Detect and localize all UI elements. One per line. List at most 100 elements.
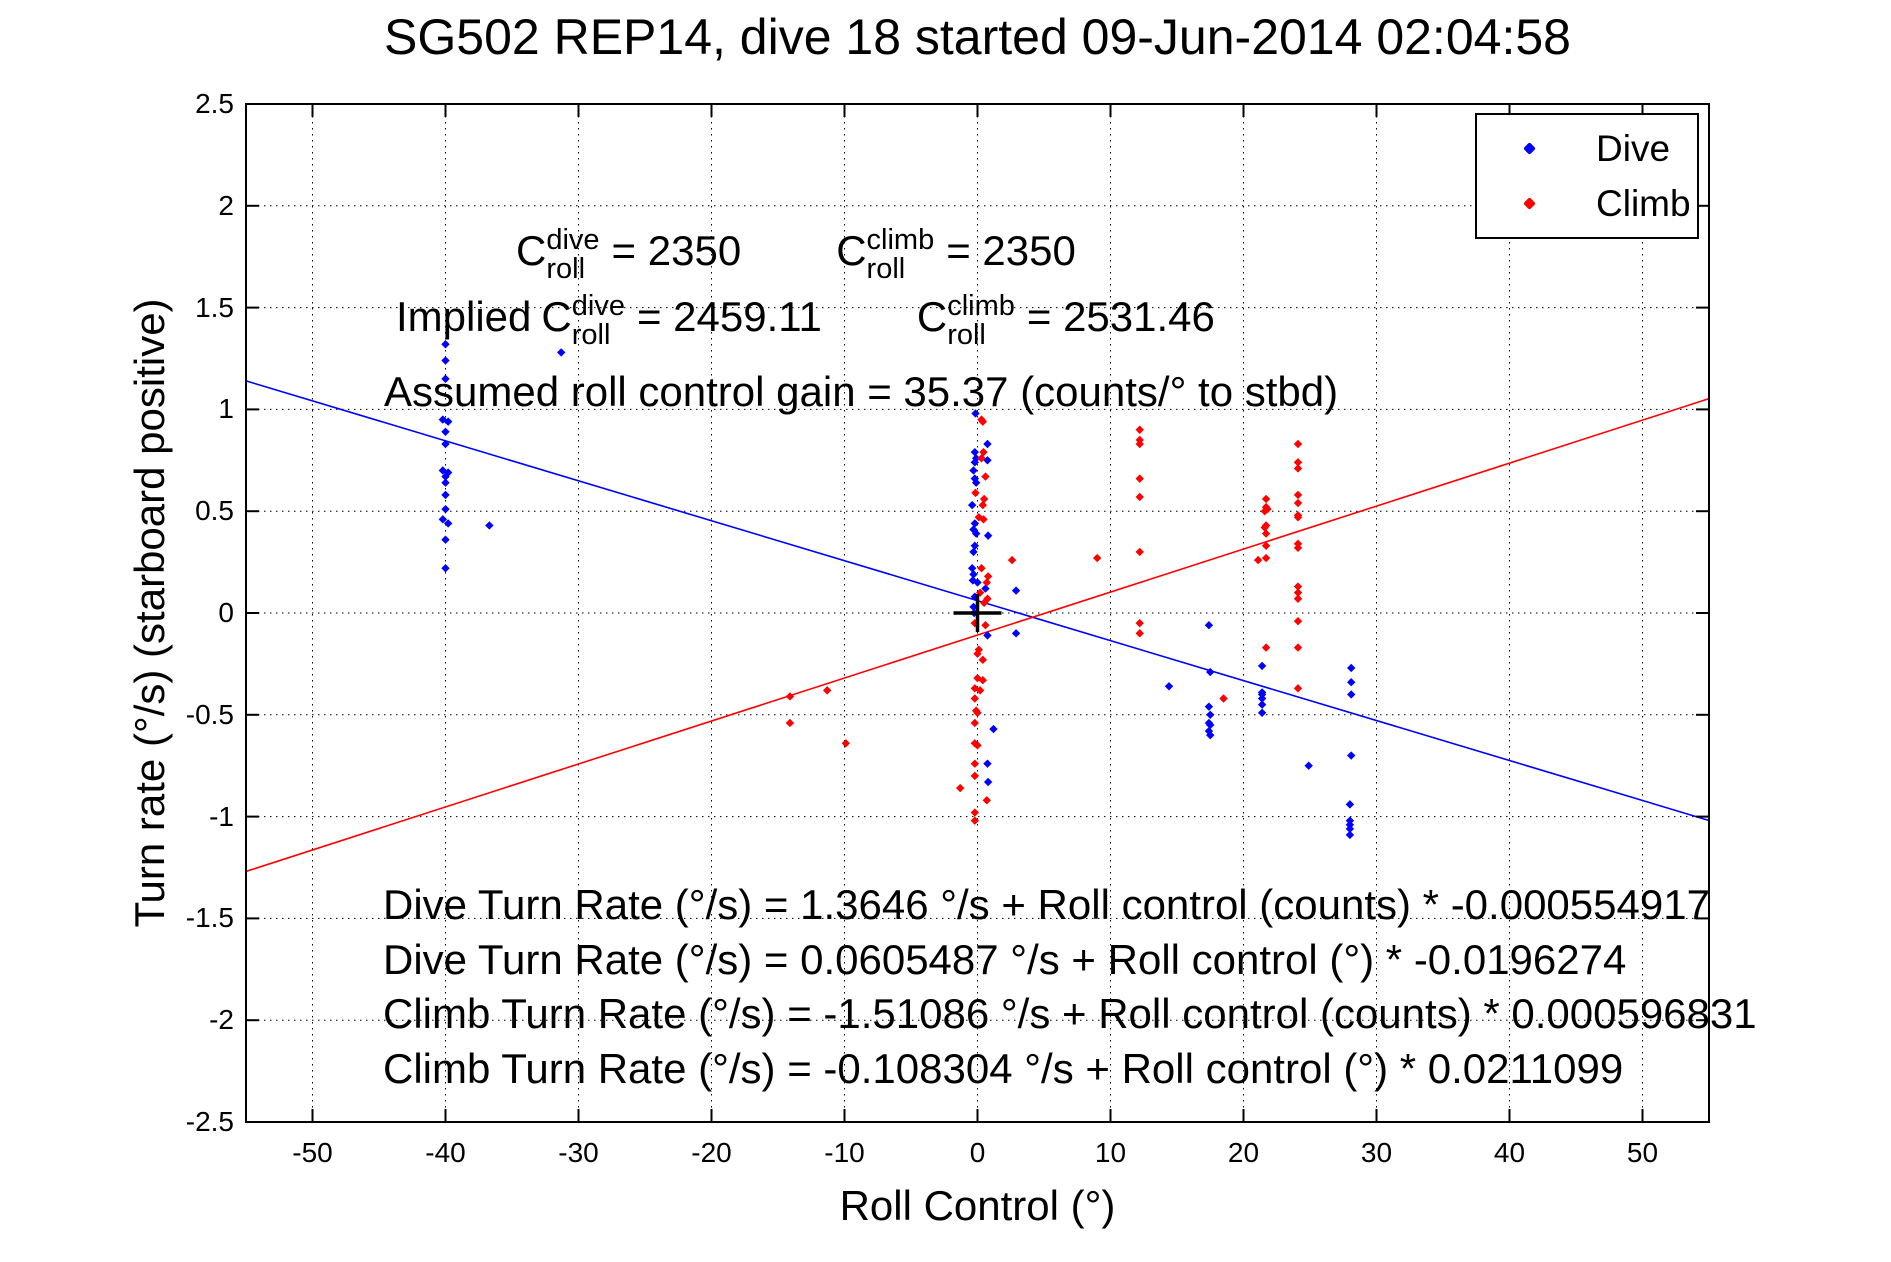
climb-data-point	[1135, 492, 1144, 502]
climb-data-point	[977, 454, 986, 463]
dive-data-point	[983, 777, 993, 787]
dive-data-point	[1164, 682, 1174, 691]
climb-data-point	[983, 572, 993, 581]
climb-data-point	[974, 645, 984, 654]
dive-data-point	[1011, 629, 1021, 638]
dive-data-point	[1257, 661, 1267, 671]
climb-data-point	[970, 718, 980, 728]
x-tick-label: -30	[558, 1137, 599, 1168]
chart-title: SG502 REP14, dive 18 started 09-Jun-2014…	[384, 9, 1571, 65]
dive-data-point	[981, 584, 990, 593]
climb-data-point	[1261, 494, 1271, 504]
y-tick-label: -0.5	[185, 698, 234, 730]
climb-data-point	[970, 739, 980, 748]
climb-data-point	[1135, 547, 1144, 557]
climb-counts-equation: Climb Turn Rate (°/s) = -1.51086 °/s + R…	[383, 990, 1757, 1037]
climb-degrees-equation: Climb Turn Rate (°/s) = -0.108304 °/s + …	[383, 1044, 1624, 1092]
croll-dive-commanded: C dive roll = 2350	[516, 224, 742, 285]
dive-data-point	[1206, 667, 1215, 677]
climb-data-point	[982, 578, 992, 587]
dive-data-point	[1257, 694, 1267, 703]
legend-label-dive: Dive	[1596, 127, 1671, 169]
y-tick-label: 0	[218, 597, 234, 628]
dive-data-point	[970, 519, 980, 528]
climb-data-point	[1263, 504, 1272, 514]
climb-data-point	[1219, 694, 1228, 703]
climb-data-point	[977, 564, 986, 573]
climb-data-point	[1293, 582, 1303, 591]
climb-data-point	[1093, 553, 1102, 563]
climb-data-point	[973, 741, 982, 750]
dive-data-point	[1347, 678, 1356, 687]
climb-data-point	[1007, 555, 1017, 565]
dive-data-point	[441, 504, 450, 514]
climb-marker-icon	[1523, 197, 1536, 210]
dive-data-point	[1347, 663, 1356, 673]
dive-data-point	[443, 519, 453, 528]
dive-data-point	[443, 417, 453, 426]
dive-data-point	[969, 602, 978, 612]
croll-climb-implied: C climb roll = 2531.46	[916, 290, 1215, 351]
dive-data-point	[441, 374, 450, 384]
croll-implied-row: Implied C dive roll = 2459.11 C climb ro…	[396, 290, 1215, 351]
dive-data-point	[969, 570, 978, 579]
climb-data-point	[1135, 439, 1144, 449]
climb-data-point	[1293, 684, 1303, 693]
climb-fit-line	[245, 397, 1710, 873]
climb-data-point	[973, 708, 982, 717]
legend-item-dive: Dive	[1477, 128, 1697, 170]
dive-data-point	[989, 724, 998, 734]
dive-data-point	[971, 529, 981, 538]
climb-data-point	[1261, 529, 1271, 538]
climb-data-point	[975, 686, 985, 695]
dive-data-point	[441, 535, 450, 544]
climb-data-point	[981, 472, 990, 481]
climb-data-point	[970, 771, 980, 781]
dive-data-point	[485, 521, 494, 530]
legend: Dive Climb	[1475, 113, 1699, 239]
dive-data-point	[983, 631, 992, 640]
x-tick-label: 40	[1493, 1137, 1526, 1168]
dive-data-point	[983, 439, 992, 449]
climb-data-point	[1253, 555, 1263, 565]
climb-data-point	[971, 488, 980, 498]
climb-data-point	[1293, 543, 1303, 553]
climb-data-point	[785, 718, 795, 728]
climb-data-point	[1293, 588, 1303, 597]
dive-data-point	[441, 478, 450, 487]
climb-data-point	[1293, 643, 1303, 652]
climb-data-point	[1293, 594, 1303, 603]
roll-gain-annotation: Assumed roll control gain = 35.37 (count…	[384, 368, 1339, 415]
dive-data-point	[970, 447, 980, 457]
dive-data-point	[1204, 702, 1214, 711]
dive-data-point	[970, 541, 980, 551]
dive-data-point	[441, 472, 450, 481]
dive-data-point	[441, 356, 450, 365]
dive-data-point	[1347, 751, 1356, 760]
dive-data-point	[983, 531, 993, 540]
climb-data-point	[978, 500, 988, 510]
x-tick-label: -20	[691, 1137, 732, 1168]
dive-marker-icon	[1523, 142, 1536, 155]
climb-data-point	[982, 796, 992, 805]
dive-data-point	[969, 466, 978, 475]
dive-data-point	[441, 490, 450, 500]
dive-data-point	[1257, 700, 1267, 709]
dive-data-point	[1011, 586, 1021, 595]
x-tick-label: -50	[292, 1137, 333, 1168]
y-tick-label: -1.5	[185, 902, 234, 934]
climb-data-point	[970, 808, 980, 817]
dive-data-point	[973, 578, 982, 587]
x-tick-label: 20	[1227, 1137, 1260, 1168]
y-tick-label: 1.5	[195, 291, 234, 323]
dive-counts-equation: Dive Turn Rate (°/s) = 1.3646 °/s + Roll…	[383, 881, 1710, 928]
dive-data-point	[441, 340, 450, 349]
climb-data-point	[1135, 618, 1144, 628]
climb-data-point	[1261, 553, 1271, 563]
climb-data-point	[1135, 629, 1144, 638]
dive-data-point	[1206, 730, 1215, 740]
x-tick-label: 0	[969, 1137, 986, 1168]
climb-data-point	[1260, 523, 1269, 532]
